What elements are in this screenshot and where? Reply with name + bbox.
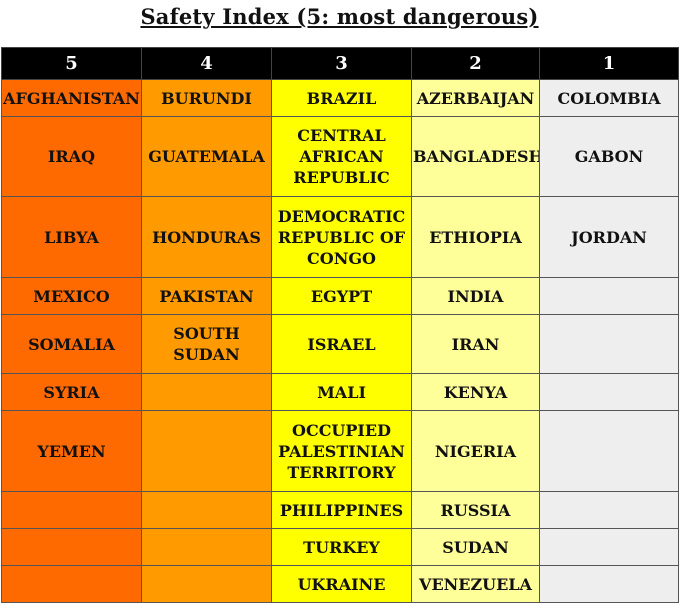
table-cell: TURKEY	[271, 528, 412, 566]
table-cell: GUATEMALA	[141, 116, 272, 197]
table-cell: CENTRAL AFRICAN REPUBLIC	[271, 116, 412, 197]
table-cell: COLOMBIA	[539, 79, 679, 117]
table-row: SYRIA MALI KENYA	[1, 373, 679, 411]
table-cell: NIGERIA	[411, 410, 540, 492]
table-cell: DEMOCRATIC REPUBLIC OF CONGO	[271, 196, 412, 278]
table-cell: GABON	[539, 116, 679, 197]
table-cell	[539, 314, 679, 374]
column-header-level-5: 5	[1, 47, 142, 80]
table-row: TURKEY SUDAN	[1, 528, 679, 566]
table-cell	[539, 491, 679, 529]
table-cell: PHILIPPINES	[271, 491, 412, 529]
table-row: LIBYA HONDURAS DEMOCRATIC REPUBLIC OF CO…	[1, 196, 679, 278]
table-cell	[539, 410, 679, 492]
table-row: PHILIPPINES RUSSIA	[1, 491, 679, 529]
table-cell	[141, 410, 272, 492]
table-row: YEMEN OCCUPIED PALESTINIAN TERRITORY NIG…	[1, 410, 679, 492]
table-cell: SUDAN	[411, 528, 540, 566]
header-row: 5 4 3 2 1	[1, 47, 679, 80]
table-cell: PAKISTAN	[141, 277, 272, 315]
column-header-level-2: 2	[411, 47, 540, 80]
table-cell	[141, 373, 272, 411]
table-cell: MALI	[271, 373, 412, 411]
table-cell: MEXICO	[1, 277, 142, 315]
table-cell: YEMEN	[1, 410, 142, 492]
table-cell: IRAQ	[1, 116, 142, 197]
table-cell	[539, 528, 679, 566]
table-cell: JORDAN	[539, 196, 679, 278]
table-cell: SYRIA	[1, 373, 142, 411]
table-cell: SOMALIA	[1, 314, 142, 374]
table-cell	[539, 373, 679, 411]
table-row: IRAQ GUATEMALA CENTRAL AFRICAN REPUBLIC …	[1, 116, 679, 197]
table-row: MEXICO PAKISTAN EGYPT INDIA	[1, 277, 679, 315]
table-cell: EGYPT	[271, 277, 412, 315]
table-cell: BANGLADESH	[411, 116, 540, 197]
table-cell: BURUNDI	[141, 79, 272, 117]
table-cell: IRAN	[411, 314, 540, 374]
page-title: Safety Index (5: most dangerous)	[140, 4, 539, 29]
table-cell: BRAZIL	[271, 79, 412, 117]
column-header-level-1: 1	[539, 47, 679, 80]
table-cell: HONDURAS	[141, 196, 272, 278]
table-cell: AZERBAIJAN	[411, 79, 540, 117]
column-header-level-4: 4	[141, 47, 272, 80]
table-cell: RUSSIA	[411, 491, 540, 529]
table-cell	[1, 565, 142, 603]
column-header-level-3: 3	[271, 47, 412, 80]
table-cell: UKRAINE	[271, 565, 412, 603]
table-cell: LIBYA	[1, 196, 142, 278]
table-cell	[141, 491, 272, 529]
safety-index-table: 5 4 3 2 1 AFGHANISTAN BURUNDI BRAZIL AZE…	[1, 47, 679, 603]
table-cell	[539, 277, 679, 315]
table-cell: OCCUPIED PALESTINIAN TERRITORY	[271, 410, 412, 492]
table-row: SOMALIA SOUTH SUDAN ISRAEL IRAN	[1, 314, 679, 374]
table-cell	[141, 528, 272, 566]
table-cell: VENEZUELA	[411, 565, 540, 603]
table-cell	[1, 528, 142, 566]
table-cell: ETHIOPIA	[411, 196, 540, 278]
table-row: UKRAINE VENEZUELA	[1, 565, 679, 603]
table-cell: SOUTH SUDAN	[141, 314, 272, 374]
table-cell: INDIA	[411, 277, 540, 315]
table-cell: AFGHANISTAN	[1, 79, 142, 117]
table-cell: KENYA	[411, 373, 540, 411]
table-cell: ISRAEL	[271, 314, 412, 374]
table-cell	[141, 565, 272, 603]
table-cell	[1, 491, 142, 529]
table-row: AFGHANISTAN BURUNDI BRAZIL AZERBAIJAN CO…	[1, 79, 679, 117]
table-cell	[539, 565, 679, 603]
